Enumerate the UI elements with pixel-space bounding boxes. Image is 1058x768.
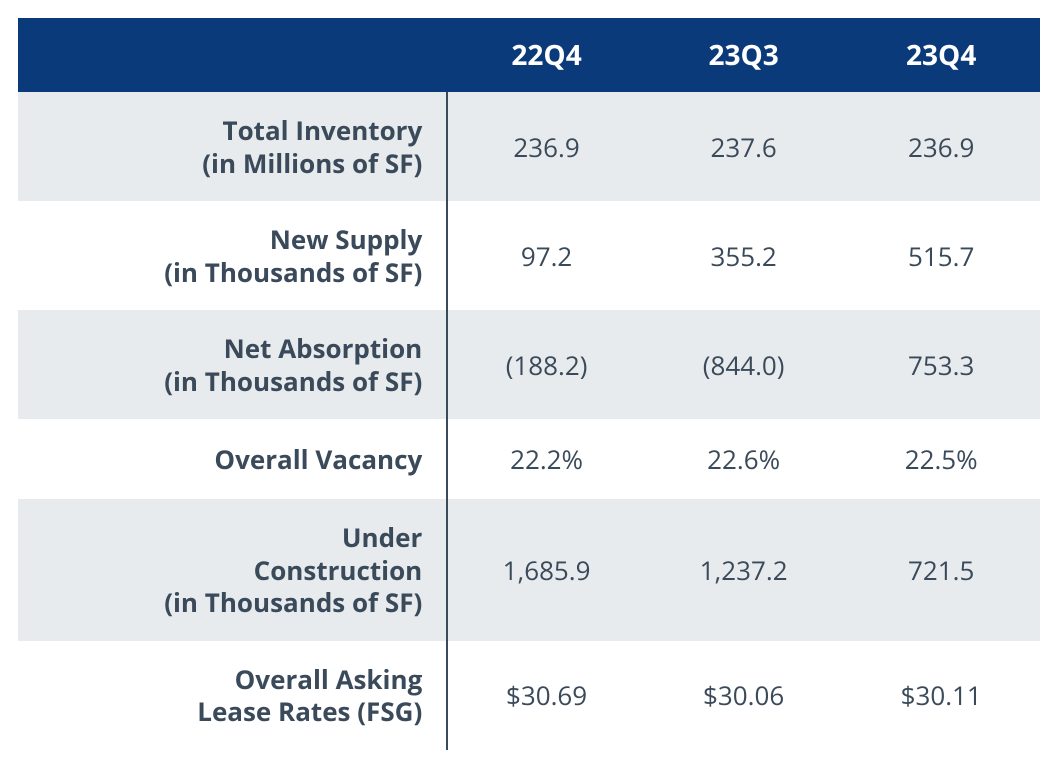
data-cell: $30.69 <box>447 641 645 750</box>
table-row: New Supply (in Thousands of SF) 97.2 355… <box>18 201 1040 310</box>
table-row: Overall Asking Lease Rates (FSG) $30.69 … <box>18 641 1040 750</box>
data-cell: (844.0) <box>645 310 843 419</box>
row-label: New Supply (in Thousands of SF) <box>18 201 447 310</box>
data-cell: 1,685.9 <box>447 499 645 641</box>
row-label: Net Absorption (in Thousands of SF) <box>18 310 447 419</box>
label-line: Under <box>28 521 422 554</box>
data-cell: 236.9 <box>842 92 1040 201</box>
label-line: New Supply <box>28 223 422 256</box>
label-line: (in Millions of SF) <box>28 147 422 180</box>
header-col-3: 23Q4 <box>842 18 1040 92</box>
label-line: Overall Vacancy <box>28 443 422 476</box>
label-line: Overall Asking <box>28 663 422 696</box>
table-header-row: 22Q4 23Q3 23Q4 <box>18 18 1040 92</box>
data-cell: 515.7 <box>842 201 1040 310</box>
data-cell: 236.9 <box>447 92 645 201</box>
table-row: Overall Vacancy 22.2% 22.6% 22.5% <box>18 419 1040 499</box>
table-row: Under Construction (in Thousands of SF) … <box>18 499 1040 641</box>
row-label: Under Construction (in Thousands of SF) <box>18 499 447 641</box>
data-cell: 22.5% <box>842 419 1040 499</box>
label-line: Total Inventory <box>28 114 422 147</box>
data-cell: 1,237.2 <box>645 499 843 641</box>
header-col-2: 23Q3 <box>645 18 843 92</box>
table-row: Net Absorption (in Thousands of SF) (188… <box>18 310 1040 419</box>
data-cell: 237.6 <box>645 92 843 201</box>
label-line: Lease Rates (FSG) <box>28 695 422 728</box>
data-cell: 753.3 <box>842 310 1040 419</box>
data-cell: 97.2 <box>447 201 645 310</box>
market-data-table: 22Q4 23Q3 23Q4 Total Inventory (in Milli… <box>18 18 1040 750</box>
label-line: (in Thousands of SF) <box>28 365 422 398</box>
label-line: Construction <box>28 554 422 587</box>
table-row: Total Inventory (in Millions of SF) 236.… <box>18 92 1040 201</box>
data-cell: $30.11 <box>842 641 1040 750</box>
row-label: Overall Asking Lease Rates (FSG) <box>18 641 447 750</box>
data-cell: 355.2 <box>645 201 843 310</box>
label-line: (in Thousands of SF) <box>28 586 422 619</box>
label-line: Net Absorption <box>28 332 422 365</box>
header-blank-cell <box>18 18 447 92</box>
data-cell: 22.2% <box>447 419 645 499</box>
data-cell: $30.06 <box>645 641 843 750</box>
row-label: Total Inventory (in Millions of SF) <box>18 92 447 201</box>
data-cell: 721.5 <box>842 499 1040 641</box>
label-line: (in Thousands of SF) <box>28 256 422 289</box>
data-cell: (188.2) <box>447 310 645 419</box>
header-col-1: 22Q4 <box>447 18 645 92</box>
row-label: Overall Vacancy <box>18 419 447 499</box>
data-cell: 22.6% <box>645 419 843 499</box>
